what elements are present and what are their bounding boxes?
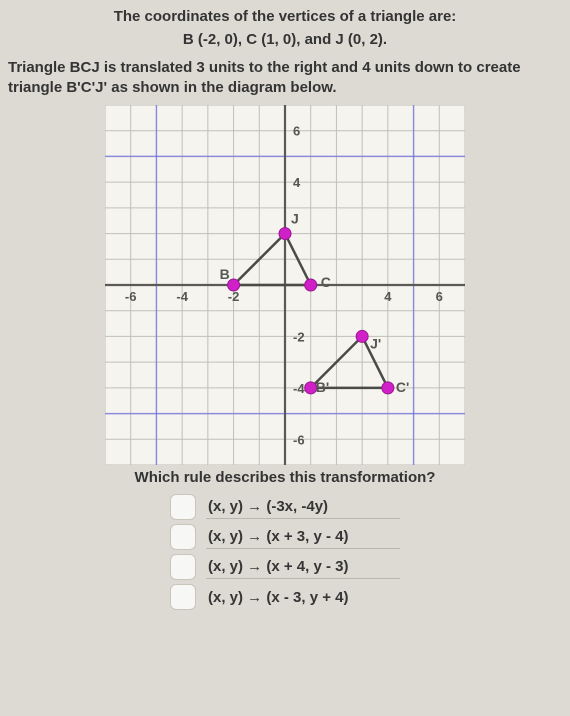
coordinate-graph: -6-4-24664-2-4-6BCJB'C'J'	[105, 105, 465, 465]
svg-text:C': C'	[396, 378, 409, 394]
svg-text:-4: -4	[293, 380, 305, 395]
option-checkbox-3[interactable]	[170, 554, 196, 580]
option-label: (x, y) → (x - 3, y + 4)	[206, 585, 400, 609]
option-label: (x, y) → (x + 3, y - 4)	[206, 524, 400, 549]
svg-text:-6: -6	[125, 289, 137, 304]
option-checkbox-4[interactable]	[170, 584, 196, 610]
svg-text:J: J	[291, 210, 299, 226]
svg-text:B': B'	[316, 378, 329, 394]
coordinate-graph-container: -6-4-24664-2-4-6BCJB'C'J'	[0, 105, 570, 465]
svg-text:-4: -4	[176, 289, 188, 304]
svg-text:B: B	[220, 266, 230, 282]
option-checkbox-1[interactable]	[170, 494, 196, 520]
svg-text:J': J'	[370, 335, 381, 351]
description-paragraph: Triangle BCJ is translated 3 units to th…	[0, 58, 570, 99]
option-label: (x, y) → (-3x, -4y)	[206, 494, 400, 519]
options-list: (x, y) → (-3x, -4y) (x, y) → (x + 3, y -…	[0, 494, 570, 610]
svg-text:6: 6	[436, 289, 443, 304]
svg-text:-2: -2	[293, 329, 305, 344]
heading-line-1: The coordinates of the vertices of a tri…	[0, 8, 570, 25]
svg-text:6: 6	[293, 123, 300, 138]
option-row: (x, y) → (x - 3, y + 4)	[170, 584, 400, 610]
option-row: (x, y) → (-3x, -4y)	[170, 494, 400, 520]
option-label: (x, y) → (x + 4, y - 3)	[206, 554, 400, 579]
heading-line-2: B (-2, 0), C (1, 0), and J (0, 2).	[0, 31, 570, 48]
option-checkbox-2[interactable]	[170, 524, 196, 550]
option-row: (x, y) → (x + 3, y - 4)	[170, 524, 400, 550]
question-text: Which rule describes this transformation…	[0, 469, 570, 486]
svg-text:4: 4	[293, 175, 301, 190]
option-row: (x, y) → (x + 4, y - 3)	[170, 554, 400, 580]
svg-text:C: C	[321, 274, 331, 290]
svg-text:4: 4	[384, 289, 392, 304]
svg-text:-6: -6	[293, 432, 305, 447]
